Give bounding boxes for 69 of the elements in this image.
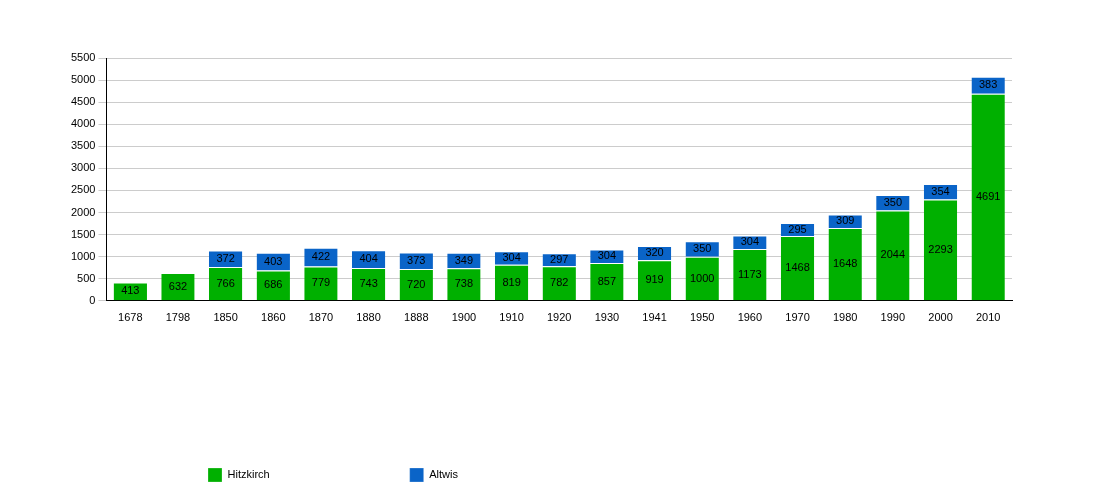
data-label: 782: [550, 276, 569, 289]
legend-label: Hitzkirch: [227, 468, 270, 481]
x-tick-label: 1900: [451, 311, 477, 324]
y-tick-label: 4000: [70, 117, 96, 130]
data-label: 372: [216, 251, 235, 264]
y-tick-label: 5500: [70, 51, 96, 64]
x-tick-label: 2000: [928, 311, 953, 324]
y-tick-label: 1500: [70, 227, 96, 240]
x-tick-label: 1960: [737, 311, 763, 324]
data-label: 632: [168, 279, 188, 292]
data-label: 320: [645, 246, 664, 259]
x-tick-label: 1930: [594, 311, 620, 324]
data-label: 422: [311, 250, 331, 263]
data-label: 295: [788, 222, 807, 235]
y-tick-label: 0: [89, 293, 96, 306]
data-label: 297: [550, 252, 569, 265]
x-tick-label: 1678: [118, 311, 143, 324]
x-tick-label: 1888: [404, 311, 429, 324]
data-label: 4691: [975, 190, 1001, 203]
data-label: 857: [597, 274, 617, 287]
x-tick-label: 1910: [499, 311, 524, 324]
data-label: 819: [502, 275, 521, 288]
data-label: 2044: [880, 248, 906, 261]
y-tick-label: 3000: [70, 161, 96, 174]
y-tick-label: 1000: [70, 249, 96, 262]
x-tick-label: 1920: [546, 311, 572, 324]
data-label: 1000: [689, 271, 715, 284]
x-tick-label: 1798: [165, 311, 191, 324]
x-tick-label: 2010: [975, 311, 1001, 324]
y-tick-label: 2500: [70, 183, 96, 196]
data-label: 304: [597, 249, 617, 262]
data-label: 309: [836, 214, 855, 227]
y-tick-label: 5000: [70, 73, 96, 86]
legend-label: Altwis: [429, 468, 459, 481]
y-tick-label: 4500: [70, 95, 96, 108]
x-tick-label: 1941: [642, 311, 667, 324]
data-label: 354: [931, 184, 950, 197]
data-label: 383: [978, 78, 998, 91]
data-label: 404: [359, 252, 378, 265]
data-label: 1468: [785, 261, 810, 274]
data-label: 373: [407, 253, 426, 266]
x-tick-label: 1980: [832, 311, 858, 324]
data-label: 1173: [738, 267, 762, 280]
x-tick-label: 1880: [356, 311, 381, 324]
y-tick-label: 500: [77, 271, 96, 284]
data-label: 350: [883, 195, 903, 208]
data-label: 743: [359, 277, 378, 290]
data-label: 349: [454, 253, 474, 266]
x-tick-label: 1990: [880, 311, 906, 324]
y-tick-label: 2000: [70, 205, 96, 218]
y-tick-label: 3500: [70, 139, 96, 152]
data-label: 720: [407, 277, 426, 290]
data-label: 304: [740, 235, 760, 248]
data-label: 403: [264, 254, 283, 267]
x-tick-label: 1970: [785, 311, 810, 324]
x-tick-label: 1850: [213, 311, 238, 324]
data-label: 413: [121, 284, 140, 297]
x-tick-label: 1860: [261, 311, 286, 324]
data-label: 1648: [832, 257, 858, 270]
data-label: 766: [216, 276, 235, 289]
data-label: 350: [693, 241, 712, 254]
data-label: 2293: [928, 242, 953, 255]
data-label: 779: [311, 276, 331, 289]
x-tick-label: 1870: [308, 311, 334, 324]
data-label: 304: [502, 250, 521, 263]
data-label: 919: [645, 273, 664, 286]
data-label: 686: [264, 278, 283, 291]
x-tick-label: 1950: [689, 311, 715, 324]
data-label: 738: [454, 277, 474, 290]
